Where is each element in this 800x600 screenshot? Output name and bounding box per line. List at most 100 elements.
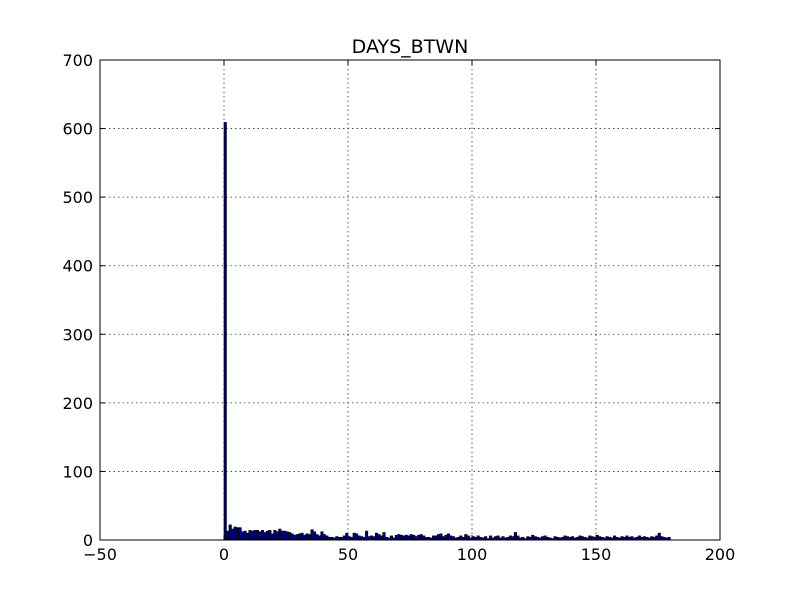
- histogram-bar: [360, 536, 364, 541]
- histogram-bar: [464, 534, 468, 541]
- histogram-bar: [382, 532, 386, 541]
- histogram-bar: [660, 536, 664, 541]
- histogram-bar: [236, 527, 240, 541]
- histogram-bar: [407, 535, 411, 541]
- histogram-bar: [355, 533, 359, 541]
- histogram-bar: [655, 535, 659, 541]
- histogram-bar: [293, 534, 297, 541]
- x-axis-ticks: −50 0 50 100 150 200: [83, 60, 735, 564]
- histogram-bar: [501, 536, 505, 541]
- y-tick-label: 400: [62, 257, 93, 276]
- histogram-bar: [300, 532, 304, 541]
- y-tick-label: 0: [83, 531, 93, 550]
- histogram-bar: [253, 530, 257, 541]
- histogram-bar: [508, 535, 512, 541]
- x-tick-label: 0: [219, 545, 229, 564]
- histogram-bar: [598, 536, 602, 541]
- grid-lines: [100, 60, 720, 540]
- histogram-bar: [377, 534, 381, 541]
- plot-frame: [99, 59, 721, 541]
- y-tick-label: 600: [62, 120, 93, 139]
- histogram-bar: [335, 536, 339, 541]
- histogram-bar: [439, 533, 443, 541]
- histogram-bar: [223, 122, 227, 541]
- histogram-bar: [436, 534, 441, 541]
- histogram-bar: [489, 535, 493, 541]
- histogram-bar: [513, 532, 517, 541]
- histogram-bar: [613, 535, 617, 541]
- histogram-bar: [570, 536, 574, 541]
- histogram-bar: [657, 532, 661, 541]
- histogram-bar: [288, 532, 292, 541]
- histogram-bar: [305, 533, 309, 541]
- histogram-bar: [367, 536, 371, 541]
- histogram-bar: [484, 536, 488, 541]
- histogram-bar: [543, 535, 547, 541]
- histogram-bar: [357, 535, 361, 541]
- histogram-bar: [417, 534, 421, 541]
- histogram-bar: [243, 530, 247, 541]
- histogram-bar: [422, 535, 426, 541]
- histogram-bar: [250, 530, 255, 541]
- histogram-bar: [496, 535, 500, 541]
- histogram-bar: [432, 535, 436, 541]
- histogram-bar: [352, 532, 356, 541]
- histogram-bar: [303, 534, 307, 541]
- histogram-bar: [389, 535, 393, 541]
- histogram-bar: [511, 536, 515, 541]
- histogram-bar: [365, 530, 369, 541]
- histogram-bar: [404, 534, 408, 541]
- x-tick-label: 100: [457, 545, 488, 564]
- histogram-bar: [531, 534, 535, 541]
- y-tick-label: 100: [62, 462, 93, 481]
- histogram-bar: [275, 531, 279, 541]
- histogram-bar: [233, 526, 237, 541]
- histogram-bar: [258, 531, 262, 541]
- y-tick-label: 700: [62, 51, 93, 70]
- histogram-bar: [397, 534, 401, 541]
- histogram-bar: [541, 536, 545, 541]
- histogram-bar: [402, 535, 406, 541]
- histogram-bar: [246, 532, 250, 541]
- histogram-bar: [553, 536, 557, 541]
- histogram-bar: [565, 536, 570, 541]
- y-axis-ticks: 0 100 200 300 400 500 600 700: [62, 51, 720, 550]
- histogram-bar: [342, 535, 346, 541]
- histogram-bar: [580, 536, 584, 541]
- histogram-bar: [312, 531, 317, 541]
- histogram-bar: [516, 535, 520, 541]
- histogram-bar: [446, 533, 450, 541]
- histogram-bar: [620, 536, 624, 541]
- histogram-bar: [298, 533, 302, 541]
- histogram-bar: [650, 536, 654, 541]
- histogram-bar: [379, 535, 384, 541]
- histogram-bar: [372, 536, 376, 541]
- x-tick-label: 50: [338, 545, 358, 564]
- y-tick-label: 500: [62, 188, 93, 207]
- histogram-bar: [268, 530, 272, 541]
- histogram-bar: [533, 536, 537, 541]
- histogram-bar: [295, 534, 299, 541]
- histogram-bar: [231, 528, 235, 541]
- histogram-bar: [459, 535, 463, 541]
- histogram-bar: [625, 535, 629, 541]
- histogram-bar: [325, 535, 329, 541]
- histogram-bar: [630, 536, 634, 541]
- chart-title: DAYS_BTWN: [352, 36, 469, 58]
- histogram-bar: [238, 527, 242, 541]
- histogram-bar: [315, 534, 319, 541]
- histogram-bar: [370, 535, 374, 541]
- y-tick-label: 200: [62, 394, 93, 413]
- histogram-bar: [605, 536, 609, 541]
- histogram-bar: [273, 530, 277, 541]
- histogram-bar: [563, 535, 567, 541]
- bars: [223, 122, 671, 541]
- histogram-bar: [394, 534, 398, 541]
- histogram-bar: [283, 530, 287, 541]
- histogram-bar: [642, 536, 646, 541]
- histogram-bar: [310, 529, 314, 541]
- histogram-bar: [317, 535, 322, 541]
- histogram-bar: [451, 536, 455, 541]
- histogram-bar: [449, 535, 453, 541]
